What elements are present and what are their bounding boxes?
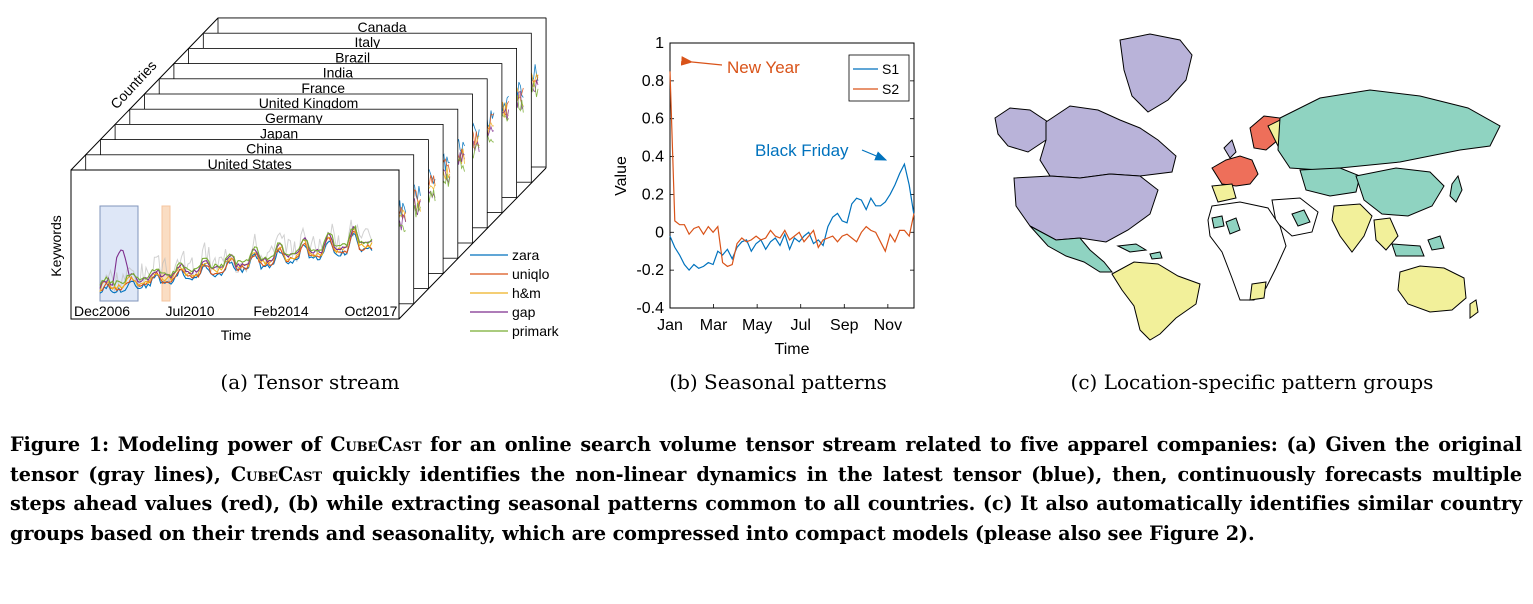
y-tick-label: -0.4: [636, 300, 664, 317]
x-tick-label: Dec2006: [74, 303, 130, 319]
region-russia: [1277, 89, 1501, 171]
region-mexico: [1029, 225, 1114, 273]
legend-label: primark: [512, 323, 560, 339]
y-tick-label: 0.8: [642, 73, 664, 90]
y-axis-label: Keywords: [48, 215, 64, 276]
legend: zara uniqlo h&m gap primark: [470, 247, 560, 339]
black-friday-annotation: Black Friday: [755, 141, 849, 160]
country-label: France: [301, 80, 345, 96]
country-label: Brazil: [335, 49, 370, 65]
caption-part1: Modeling power of: [117, 433, 322, 456]
x-tick-label: Jan: [657, 317, 683, 334]
country-label: United Kingdom: [259, 95, 359, 111]
country-label: India: [323, 65, 354, 81]
x-tick-label: May: [742, 317, 772, 334]
country-label: Canada: [357, 19, 406, 35]
legend-label-s2: S2: [882, 81, 899, 97]
y-tick-label: -0.2: [636, 262, 664, 279]
panel-c-world-map: (c) Location-specific pattern groups: [994, 33, 1501, 394]
new-year-annotation: New Year: [727, 58, 800, 77]
caption-method-name: CubeCast: [330, 433, 422, 456]
x-axis-label: Time: [775, 341, 810, 358]
figure-caption: Figure 1: Modeling power of CubeCast for…: [10, 430, 1522, 548]
x-tick-label: Mar: [700, 317, 728, 334]
y-tick-label: 0: [655, 224, 664, 241]
legend-label: zara: [512, 247, 539, 263]
country-label: Japan: [260, 125, 298, 141]
caption-part2: for an online search volume tensor strea…: [10, 433, 1522, 486]
country-label: United States: [208, 156, 292, 172]
y-axis-label: Value: [613, 156, 630, 196]
x-tick-label: Nov: [874, 317, 902, 334]
legend-label: uniqlo: [512, 266, 550, 282]
series-line-s2: [669, 71, 915, 268]
series-line-s1: [669, 162, 915, 272]
country-label: Germany: [265, 110, 323, 126]
subcaption-a: (a) Tensor stream: [220, 370, 399, 394]
y-tick-label: 0.6: [642, 111, 664, 128]
region-south-america: [1111, 261, 1201, 341]
caption-label: Figure 1:: [10, 433, 109, 456]
x-tick-label: Jul2010: [165, 303, 214, 319]
region-china: [1355, 167, 1445, 217]
x-tick-label: Sep: [830, 317, 859, 334]
country-label: China: [246, 141, 283, 157]
country-label: Italy: [354, 34, 380, 50]
region-alaska: [994, 107, 1049, 153]
region-canada: [1039, 105, 1177, 179]
x-tick-label: Jul: [790, 317, 810, 334]
region-greenland: [1119, 33, 1193, 113]
region-europe-west: [1211, 155, 1259, 187]
y-tick-label: 0.2: [642, 186, 664, 203]
y-tick-label: 0.4: [642, 149, 664, 166]
caption-part3: quickly identifies the non-linear dynami…: [10, 462, 1522, 545]
x-axis-label: Time: [221, 327, 252, 343]
panel-b-seasonal-chart: -0.4 -0.2 0 0.2 0.4 0.6 0.8 1 Jan Mar May Jul Sep Nov…: [613, 35, 915, 394]
region-australia: [1397, 265, 1467, 313]
x-tick-label: Oct2017: [345, 303, 398, 319]
caption-method-name-2: CubeCast: [230, 462, 322, 486]
legend-box: [848, 54, 910, 102]
x-tick-label: Feb2014: [253, 303, 308, 319]
subcaption-b: (b) Seasonal patterns: [669, 370, 886, 394]
black-friday-arrow: [861, 149, 888, 161]
legend-label-s1: S1: [882, 61, 899, 77]
subcaption-c: (c) Location-specific pattern groups: [1071, 370, 1434, 394]
legend-label: gap: [512, 304, 536, 320]
new-year-arrow: [680, 56, 723, 66]
legend-label: h&m: [512, 285, 541, 301]
y-tick-label: 1: [655, 35, 664, 52]
region-india: [1331, 203, 1373, 253]
